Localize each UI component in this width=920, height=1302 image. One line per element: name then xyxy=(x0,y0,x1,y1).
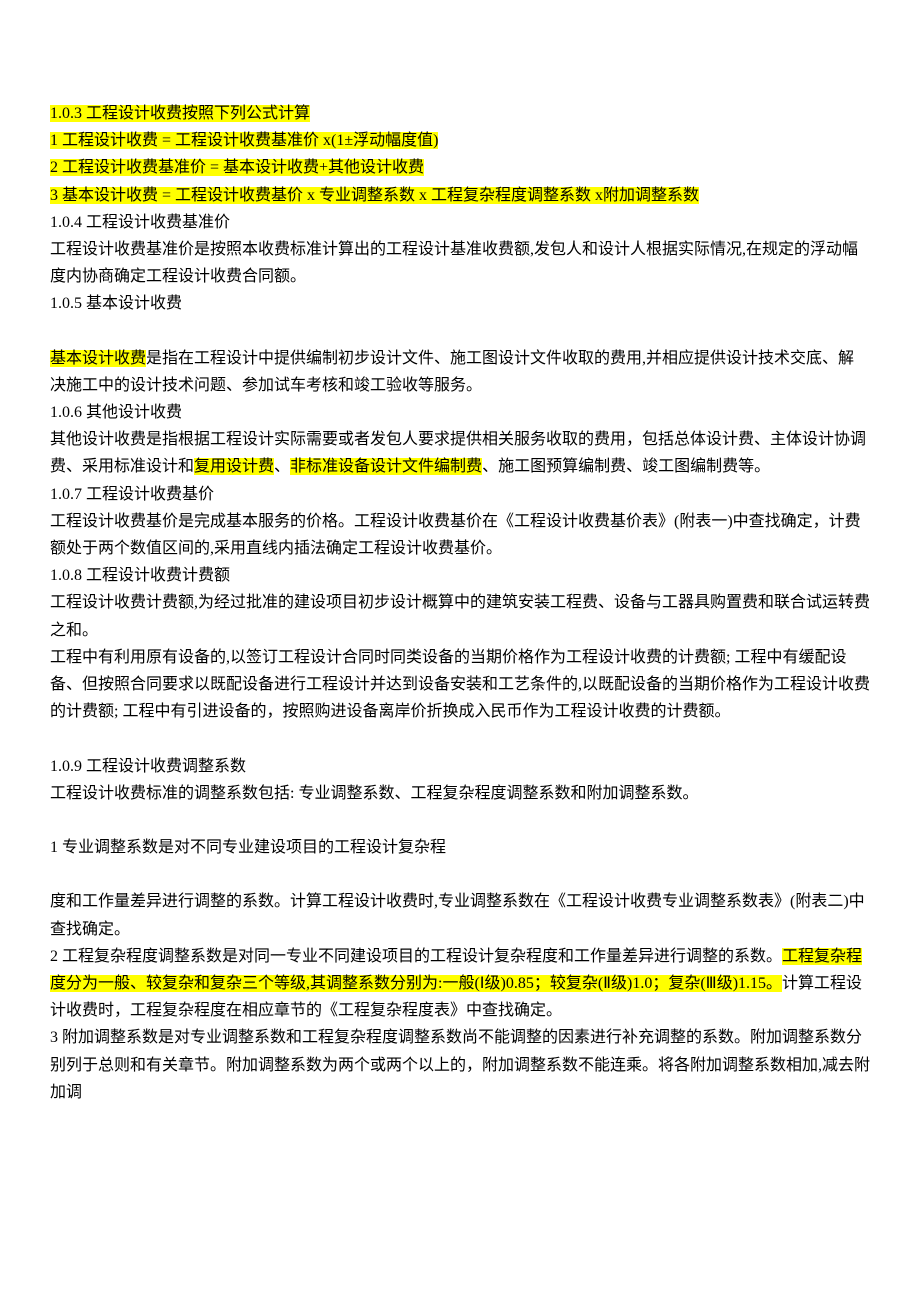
section-1-0-8-heading: 1.0.8 工程设计收费计费额 xyxy=(50,562,870,589)
highlight: 基本设计收费 xyxy=(50,350,146,367)
highlight: 3 基本设计收费 = 工程设计收费基价 x 专业调整系数 x 工程复杂程度调整系… xyxy=(50,187,699,204)
section-1-0-4-body: 工程设计收费基准价是按照本收费标准计算出的工程设计基准收费额,发包人和设计人根据… xyxy=(50,236,870,290)
section-1-0-9-body: 工程设计收费标准的调整系数包括: 专业调整系数、工程复杂程度调整系数和附加调整系… xyxy=(50,780,870,807)
formula-1: 1 工程设计收费 = 工程设计收费基准价 x(1±浮动幅度值) xyxy=(50,127,870,154)
section-1-0-9-heading: 1.0.9 工程设计收费调整系数 xyxy=(50,753,870,780)
blank-line xyxy=(50,318,870,345)
item-1-body: 度和工作量差异进行调整的系数。计算工程设计收费时,专业调整系数在《工程设计收费专… xyxy=(50,888,870,942)
blank-line xyxy=(50,807,870,834)
section-1-0-7-body: 工程设计收费基价是完成基本服务的价格。工程设计收费基价在《工程设计收费基价表》(… xyxy=(50,508,870,562)
section-1-0-5-body: 基本设计收费是指在工程设计中提供编制初步设计文件、施工图设计文件收取的费用,并相… xyxy=(50,345,870,399)
highlight: 复用设计费 xyxy=(194,458,274,475)
text: 、 xyxy=(274,458,290,475)
formula-3: 3 基本设计收费 = 工程设计收费基价 x 专业调整系数 x 工程复杂程度调整系… xyxy=(50,182,870,209)
section-1-0-6-heading: 1.0.6 其他设计收费 xyxy=(50,399,870,426)
blank-line xyxy=(50,725,870,752)
section-1-0-8-para-1: 工程设计收费计费额,为经过批准的建设项目初步设计概算中的建筑安装工程费、设备与工… xyxy=(50,589,870,643)
formula-2: 2 工程设计收费基准价 = 基本设计收费+其他设计收费 xyxy=(50,154,870,181)
highlight: 非标准设备设计文件编制费 xyxy=(290,458,482,475)
highlight: 1 工程设计收费 = 工程设计收费基准价 x(1±浮动幅度值) xyxy=(50,132,438,149)
item-1-heading: 1 专业调整系数是对不同专业建设项目的工程设计复杂程 xyxy=(50,834,870,861)
blank-line xyxy=(50,861,870,888)
text: 2 工程复杂程度调整系数是对同一专业不同建设项目的工程设计复杂程度和工作量差异进… xyxy=(50,948,782,965)
item-2: 2 工程复杂程度调整系数是对同一专业不同建设项目的工程设计复杂程度和工作量差异进… xyxy=(50,943,870,1025)
section-1-0-4-heading: 1.0.4 工程设计收费基准价 xyxy=(50,209,870,236)
section-1-0-6-body: 其他设计收费是指根据工程设计实际需要或者发包人要求提供相关服务收取的费用，包括总… xyxy=(50,426,870,480)
item-3: 3 附加调整系数是对专业调整系数和工程复杂程度调整系数尚不能调整的因素进行补充调… xyxy=(50,1024,870,1106)
section-1-0-5-heading: 1.0.5 基本设计收费 xyxy=(50,290,870,317)
section-1-0-7-heading: 1.0.7 工程设计收费基价 xyxy=(50,481,870,508)
highlight: 1.0.3 工程设计收费按照下列公式计算 xyxy=(50,105,310,122)
section-1-0-3-heading: 1.0.3 工程设计收费按照下列公式计算 xyxy=(50,100,870,127)
text: 、施工图预算编制费、竣工图编制费等。 xyxy=(482,458,770,475)
section-1-0-8-para-2: 工程中有利用原有设备的,以签订工程设计合同时同类设备的当期价格作为工程设计收费的… xyxy=(50,644,870,726)
text: 是指在工程设计中提供编制初步设计文件、施工图设计文件收取的费用,并相应提供设计技… xyxy=(50,350,854,394)
highlight: 2 工程设计收费基准价 = 基本设计收费+其他设计收费 xyxy=(50,159,424,176)
